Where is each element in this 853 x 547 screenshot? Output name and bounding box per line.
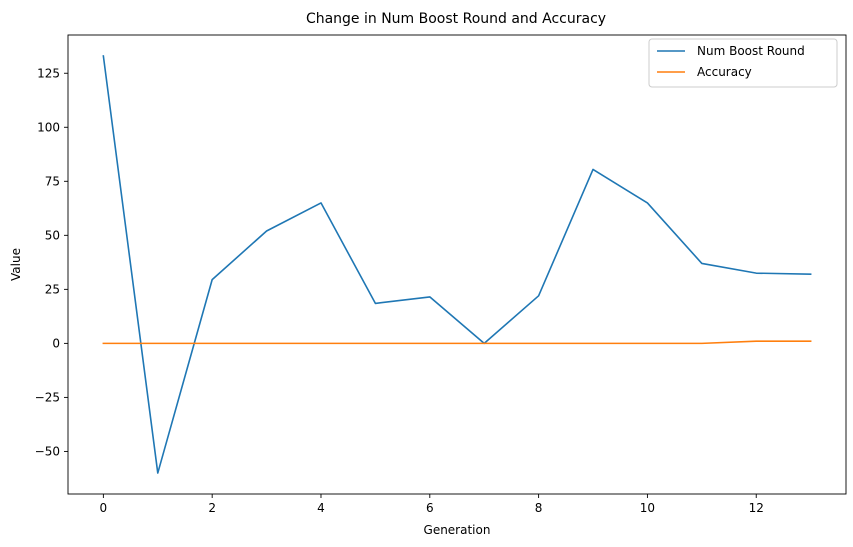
- y-tick-label: 0: [52, 336, 60, 350]
- legend-label: Num Boost Round: [697, 44, 805, 58]
- legend-label: Accuracy: [697, 65, 752, 79]
- x-tick-label: 8: [535, 501, 543, 515]
- y-tick-label: −25: [35, 390, 60, 404]
- y-tick-label: 25: [45, 282, 60, 296]
- x-tick-label: 6: [426, 501, 434, 515]
- chart-title: Change in Num Boost Round and Accuracy: [306, 11, 606, 27]
- y-tick-label: 100: [37, 120, 60, 134]
- y-axis-label: Value: [9, 248, 23, 281]
- x-tick-label: 12: [749, 501, 764, 515]
- plot-area-frame: [67, 34, 847, 495]
- y-tick-label: 125: [37, 66, 60, 80]
- x-axis-label: Generation: [424, 523, 491, 537]
- x-tick-label: 4: [317, 501, 325, 515]
- legend-box: [648, 38, 838, 88]
- x-axis-ticks: 0 2 4 6 8 10 12: [100, 494, 764, 515]
- x-tick-label: 10: [640, 501, 655, 515]
- x-tick-label: 0: [100, 501, 108, 515]
- y-tick-label: −50: [35, 444, 60, 458]
- series-line-0: [102, 55, 812, 474]
- y-tick-label: 50: [45, 228, 60, 242]
- x-tick-label: 2: [208, 501, 216, 515]
- series-layer: [102, 55, 812, 474]
- series-line-1: [102, 340, 812, 345]
- y-tick-label: 75: [45, 174, 60, 188]
- y-axis-ticks: −50 −25 0 25 50 75 100 125: [35, 66, 68, 458]
- legend: Num Boost Round Accuracy: [648, 38, 838, 88]
